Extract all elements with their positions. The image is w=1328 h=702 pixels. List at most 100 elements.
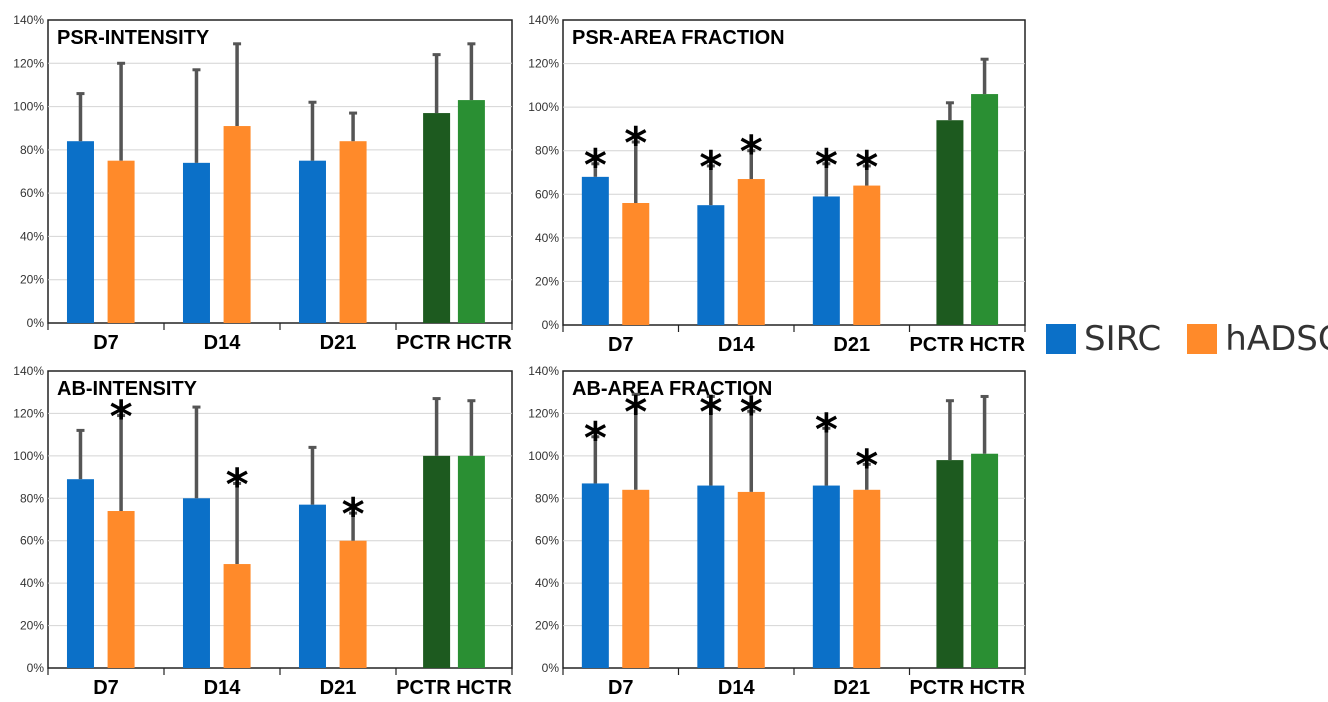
y-tick-label: 140%	[13, 364, 44, 378]
y-tick-label: 60%	[535, 534, 559, 548]
hadsc-d7-bar	[107, 160, 135, 323]
hadsc-d21-bar	[339, 141, 367, 323]
x-category-label: D7	[608, 334, 634, 356]
sirc-d7-bar	[581, 176, 609, 325]
x-category-label: PCTR HCTR	[396, 677, 512, 699]
x-category-label: PCTR HCTR	[909, 334, 1025, 356]
y-tick-label: 40%	[535, 576, 559, 590]
x-category-label: D14	[718, 334, 756, 356]
pctr-control-bar	[936, 120, 964, 325]
x-category-label: D21	[833, 334, 870, 356]
legend: SIRC hADSC	[1046, 322, 1328, 356]
hadsc-d14-bar	[223, 126, 251, 323]
x-category-label: D14	[204, 677, 242, 699]
hadsc-d7-bar	[622, 203, 650, 325]
y-tick-label: 20%	[535, 619, 559, 633]
hadsc-d7-significance-marker: *	[110, 392, 133, 443]
pctr-control-bar	[423, 455, 451, 668]
y-tick-label: 100%	[13, 449, 44, 463]
x-category-label: PCTR HCTR	[396, 332, 512, 354]
y-tick-label: 0%	[542, 661, 560, 675]
chart-title: AB-INTENSITY	[57, 378, 198, 400]
hadsc-d7-bar	[622, 489, 650, 668]
sirc-d21-bar	[298, 160, 326, 323]
y-tick-label: 100%	[528, 100, 559, 114]
y-tick-label: 20%	[535, 274, 559, 288]
sirc-d21-bar	[812, 485, 840, 668]
y-tick-label: 120%	[13, 406, 44, 420]
hctr-control-bar	[457, 455, 485, 668]
legend-label-hadsc: hADSC	[1225, 319, 1328, 359]
x-category-label: D7	[93, 677, 119, 699]
chart-panel-1: 0% 20% 40% 60% 80% 100% 120% 140% PSR-INTENSITY D…	[13, 13, 513, 354]
sirc-d7-significance-marker: *	[584, 413, 607, 464]
y-tick-label: 40%	[20, 576, 44, 590]
sirc-d14-bar	[697, 485, 725, 668]
hadsc-d21-bar	[853, 185, 881, 325]
sirc-d7-bar	[66, 141, 94, 323]
hadsc-d21-significance-marker: *	[855, 142, 878, 193]
chart-panel-2: 0% 20% 40% 60% 80% 100% 120% 140% PSR-AREA FRACT…	[528, 13, 1026, 356]
y-tick-label: 60%	[20, 186, 44, 200]
x-category-label: D7	[608, 677, 634, 699]
hadsc-d7-significance-marker: *	[624, 118, 647, 169]
sirc-d7-bar	[581, 483, 609, 668]
sirc-d14-significance-marker: *	[699, 142, 722, 193]
x-category-label: D7	[93, 332, 119, 354]
sirc-d14-bar	[182, 498, 210, 668]
pctr-control-bar	[423, 113, 451, 323]
hadsc-d14-significance-marker: *	[226, 459, 249, 510]
hadsc-d14-significance-marker: *	[740, 127, 763, 178]
hadsc-d7-bar	[107, 511, 135, 668]
y-tick-label: 80%	[20, 491, 44, 505]
y-tick-label: 140%	[13, 13, 44, 27]
hadsc-d14-bar	[737, 491, 765, 668]
sirc-d7-significance-marker: *	[584, 140, 607, 191]
y-tick-label: 80%	[535, 144, 559, 158]
sirc-d21-significance-marker: *	[815, 404, 838, 455]
x-category-label: D14	[204, 332, 242, 354]
hadsc-d7-significance-marker: *	[624, 387, 647, 438]
y-tick-label: 80%	[20, 143, 44, 157]
sirc-d7-bar	[66, 479, 94, 668]
y-tick-label: 20%	[20, 619, 44, 633]
y-tick-label: 140%	[528, 364, 559, 378]
hctr-control-bar	[457, 100, 485, 323]
legend-label-sirc: SIRC	[1084, 319, 1162, 359]
y-tick-label: 100%	[528, 449, 559, 463]
chart-title: AB-AREA FRACTION	[572, 378, 772, 400]
y-tick-label: 140%	[528, 13, 559, 27]
hadsc-d21-significance-marker: *	[342, 489, 365, 540]
sirc-d14-significance-marker: *	[699, 387, 722, 438]
y-tick-label: 120%	[13, 56, 44, 70]
sirc-d14-bar	[697, 205, 725, 325]
y-tick-label: 60%	[20, 534, 44, 548]
x-category-label: PCTR HCTR	[909, 677, 1025, 699]
y-tick-label: 40%	[535, 231, 559, 245]
hctr-control-bar	[971, 94, 999, 325]
sirc-d21-significance-marker: *	[815, 140, 838, 191]
legend-swatch-sirc	[1046, 324, 1076, 354]
y-tick-label: 20%	[20, 273, 44, 287]
chart-panel-3: 0%20%40%60%80%100%120%140%AB-INTENSITY*D…	[13, 364, 513, 699]
sirc-d21-bar	[298, 504, 326, 668]
legend-item-sirc: SIRC	[1046, 322, 1161, 356]
y-tick-label: 80%	[535, 491, 559, 505]
y-tick-label: 0%	[27, 661, 45, 675]
y-tick-label: 0%	[542, 318, 560, 332]
sirc-d21-bar	[812, 196, 840, 325]
sirc-d14-bar	[182, 162, 210, 323]
hadsc-d21-significance-marker: *	[855, 440, 878, 491]
chart-title: PSR-INTENSITY	[57, 27, 210, 49]
hadsc-d14-significance-marker: *	[740, 387, 763, 438]
y-tick-label: 40%	[20, 229, 44, 243]
x-category-label: D14	[718, 677, 756, 699]
legend-item-hadsc: hADSC	[1187, 322, 1328, 356]
hadsc-d14-bar	[223, 564, 251, 668]
x-category-label: D21	[833, 677, 870, 699]
y-tick-label: 120%	[528, 406, 559, 420]
y-tick-label: 60%	[535, 187, 559, 201]
legend-swatch-hadsc	[1187, 324, 1218, 354]
hadsc-d21-bar	[853, 489, 881, 668]
